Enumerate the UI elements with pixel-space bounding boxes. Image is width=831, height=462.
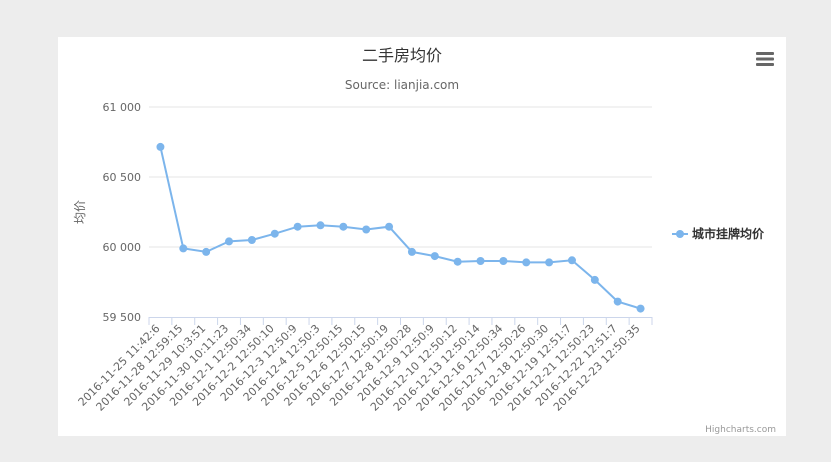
grid-layer xyxy=(149,106,652,248)
chart-svg: 二手房均价 Source: lianjia.com 59 500 60 000 60… xyxy=(73,46,780,435)
y-axis-ticks: 59 500 60 000 60 500 61 000 xyxy=(103,101,142,324)
x-axis xyxy=(148,317,653,325)
data-point[interactable] xyxy=(545,258,554,267)
chart-container: 二手房均价 Source: lianjia.com 59 500 60 000 60… xyxy=(58,37,786,436)
data-point[interactable] xyxy=(270,229,279,238)
series-line xyxy=(159,146,641,310)
data-point[interactable] xyxy=(613,297,622,306)
data-point[interactable] xyxy=(636,304,645,313)
y-tick-label: 60 500 xyxy=(103,171,142,184)
y-tick-label: 60 000 xyxy=(103,241,142,254)
data-point[interactable] xyxy=(476,257,485,265)
data-point[interactable] xyxy=(179,244,188,253)
hamburger-menu-icon xyxy=(756,52,774,66)
data-point[interactable] xyxy=(225,237,234,246)
data-point[interactable] xyxy=(430,252,439,261)
data-point[interactable] xyxy=(407,247,416,256)
y-tick-label: 61 000 xyxy=(103,101,142,114)
series-layer xyxy=(156,142,645,313)
chart-title: 二手房均价 xyxy=(362,46,442,65)
data-point[interactable] xyxy=(590,275,599,284)
y-axis-title: 均价 xyxy=(73,200,87,224)
data-point[interactable] xyxy=(385,222,394,231)
data-point[interactable] xyxy=(247,236,256,244)
chart-subtitle: Source: lianjia.com xyxy=(345,78,459,92)
data-point[interactable] xyxy=(293,222,302,231)
data-point[interactable] xyxy=(499,257,508,265)
context-menu-button[interactable] xyxy=(750,49,780,71)
credits-link[interactable]: Highcharts.com xyxy=(705,425,776,435)
data-point[interactable] xyxy=(362,225,371,234)
data-point[interactable] xyxy=(202,247,211,256)
y-tick-label: 59 500 xyxy=(103,311,142,324)
data-point[interactable] xyxy=(156,142,165,151)
legend-text: 城市挂牌均价 xyxy=(692,226,765,241)
data-point[interactable] xyxy=(453,257,462,266)
data-point[interactable] xyxy=(339,222,348,231)
data-point[interactable] xyxy=(316,221,325,230)
data-point[interactable] xyxy=(567,256,576,265)
legend-marker xyxy=(676,230,684,238)
data-point[interactable] xyxy=(522,258,531,267)
legend-item[interactable]: 城市挂牌均价 xyxy=(672,226,765,241)
